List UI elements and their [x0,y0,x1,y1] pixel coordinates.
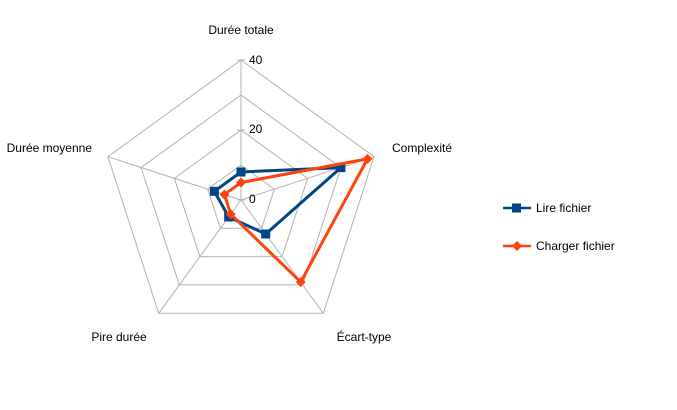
axis-labels: Durée totale Complexité Écart-type Pire … [7,23,453,344]
grid-ring-10 [207,164,275,229]
data-point-charger-fichier-3 [225,209,236,220]
legend: Lire fichier Charger fichier [503,201,615,253]
data-point-lire-fichier-4 [209,186,219,196]
legend-marker-charger-fichier [512,241,522,251]
legend-marker-lire-fichier [512,203,521,213]
axis-label-pire-duree: Pire durée [91,330,147,344]
legend-item-charger-fichier: Charger fichier [503,239,615,253]
series-layer [209,153,373,288]
series-line-charger-fichier [222,157,369,284]
data-point-charger-fichier-2 [295,277,306,288]
grid-spoke-1 [240,156,375,201]
tick-label-0: 0 [249,192,256,206]
tick-label-20: 20 [249,122,263,136]
data-point-charger-fichier-1 [362,153,373,164]
legend-item-lire-fichier: Lire fichier [503,201,591,215]
axis-label-ecart-type: Écart-type [337,329,392,344]
data-point-charger-fichier-4 [219,189,230,200]
grid-ring-30 [140,94,342,286]
grid-ring-40 [107,59,375,314]
tick-label-40: 40 [249,53,263,67]
tick-labels: 0 20 40 [249,53,263,206]
data-point-lire-fichier-1 [336,163,346,173]
data-point-charger-fichier-0 [236,177,246,188]
legend-label-charger-fichier: Charger fichier [536,239,615,253]
axis-label-duree-totale: Durée totale [208,23,274,37]
data-point-lire-fichier-2 [261,229,271,239]
series-line-lire-fichier [212,166,343,236]
axis-label-complexite: Complexité [392,141,452,155]
grid-spoke-2 [240,199,324,314]
data-point-lire-fichier-0 [236,167,246,177]
legend-label-lire-fichier: Lire fichier [536,201,591,215]
axis-label-duree-moyenne: Durée moyenne [7,141,93,155]
